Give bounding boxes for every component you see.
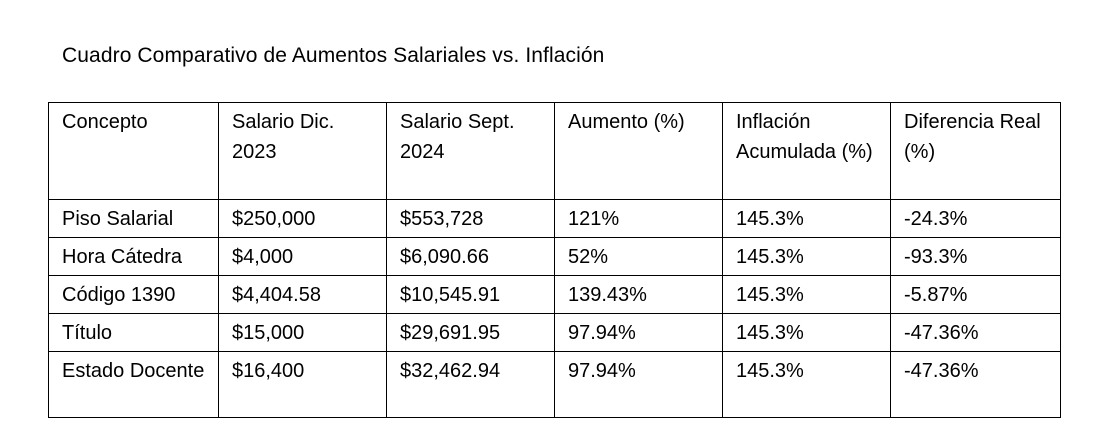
table-cell: $553,728 xyxy=(386,199,555,238)
table-cell: Estado Docente xyxy=(48,351,219,418)
table-cell: -5.87% xyxy=(890,275,1061,314)
table-cell: 145.3% xyxy=(722,275,891,314)
table-cell: 97.94% xyxy=(554,313,723,352)
table-cell: 145.3% xyxy=(722,237,891,276)
comparison-table: Concepto Salario Dic. 2023 Salario Sept.… xyxy=(48,102,1061,418)
header-diferencia-real: Diferencia Real (%) xyxy=(890,102,1061,200)
table-cell: Código 1390 xyxy=(48,275,219,314)
table-cell: $6,090.66 xyxy=(386,237,555,276)
table-cell: $29,691.95 xyxy=(386,313,555,352)
table-cell: -47.36% xyxy=(890,351,1061,418)
header-salario-sept-2024: Salario Sept. 2024 xyxy=(386,102,555,200)
table-cell: $16,400 xyxy=(218,351,387,418)
table-cell: $10,545.91 xyxy=(386,275,555,314)
table-row: Hora Cátedra $4,000 $6,090.66 52% 145.3%… xyxy=(48,237,1061,276)
table-row: Piso Salarial $250,000 $553,728 121% 145… xyxy=(48,199,1061,238)
table-cell: Hora Cátedra xyxy=(48,237,219,276)
header-salario-dic-2023: Salario Dic. 2023 xyxy=(218,102,387,200)
table-cell: -93.3% xyxy=(890,237,1061,276)
header-inflacion-acumulada: Inflación Acumulada (%) xyxy=(722,102,891,200)
table-cell: -47.36% xyxy=(890,313,1061,352)
table-row: Título $15,000 $29,691.95 97.94% 145.3% … xyxy=(48,313,1061,352)
table-cell: $15,000 xyxy=(218,313,387,352)
table-cell: Título xyxy=(48,313,219,352)
table-cell: 52% xyxy=(554,237,723,276)
table-cell: $32,462.94 xyxy=(386,351,555,418)
table-cell: 145.3% xyxy=(722,199,891,238)
table-cell: Piso Salarial xyxy=(48,199,219,238)
header-aumento: Aumento (%) xyxy=(554,102,723,200)
table-cell: 145.3% xyxy=(722,313,891,352)
table-cell: $4,000 xyxy=(218,237,387,276)
table-cell: 121% xyxy=(554,199,723,238)
table-header-row: Concepto Salario Dic. 2023 Salario Sept.… xyxy=(48,102,1061,200)
table-row: Código 1390 $4,404.58 $10,545.91 139.43%… xyxy=(48,275,1061,314)
table-cell: $250,000 xyxy=(218,199,387,238)
table-cell: 97.94% xyxy=(554,351,723,418)
table-cell: 145.3% xyxy=(722,351,891,418)
header-concepto: Concepto xyxy=(48,102,219,200)
table-cell: $4,404.58 xyxy=(218,275,387,314)
page-title: Cuadro Comparativo de Aumentos Salariale… xyxy=(62,44,605,67)
table-cell: -24.3% xyxy=(890,199,1061,238)
table-cell: 139.43% xyxy=(554,275,723,314)
table-row: Estado Docente $16,400 $32,462.94 97.94%… xyxy=(48,351,1061,418)
